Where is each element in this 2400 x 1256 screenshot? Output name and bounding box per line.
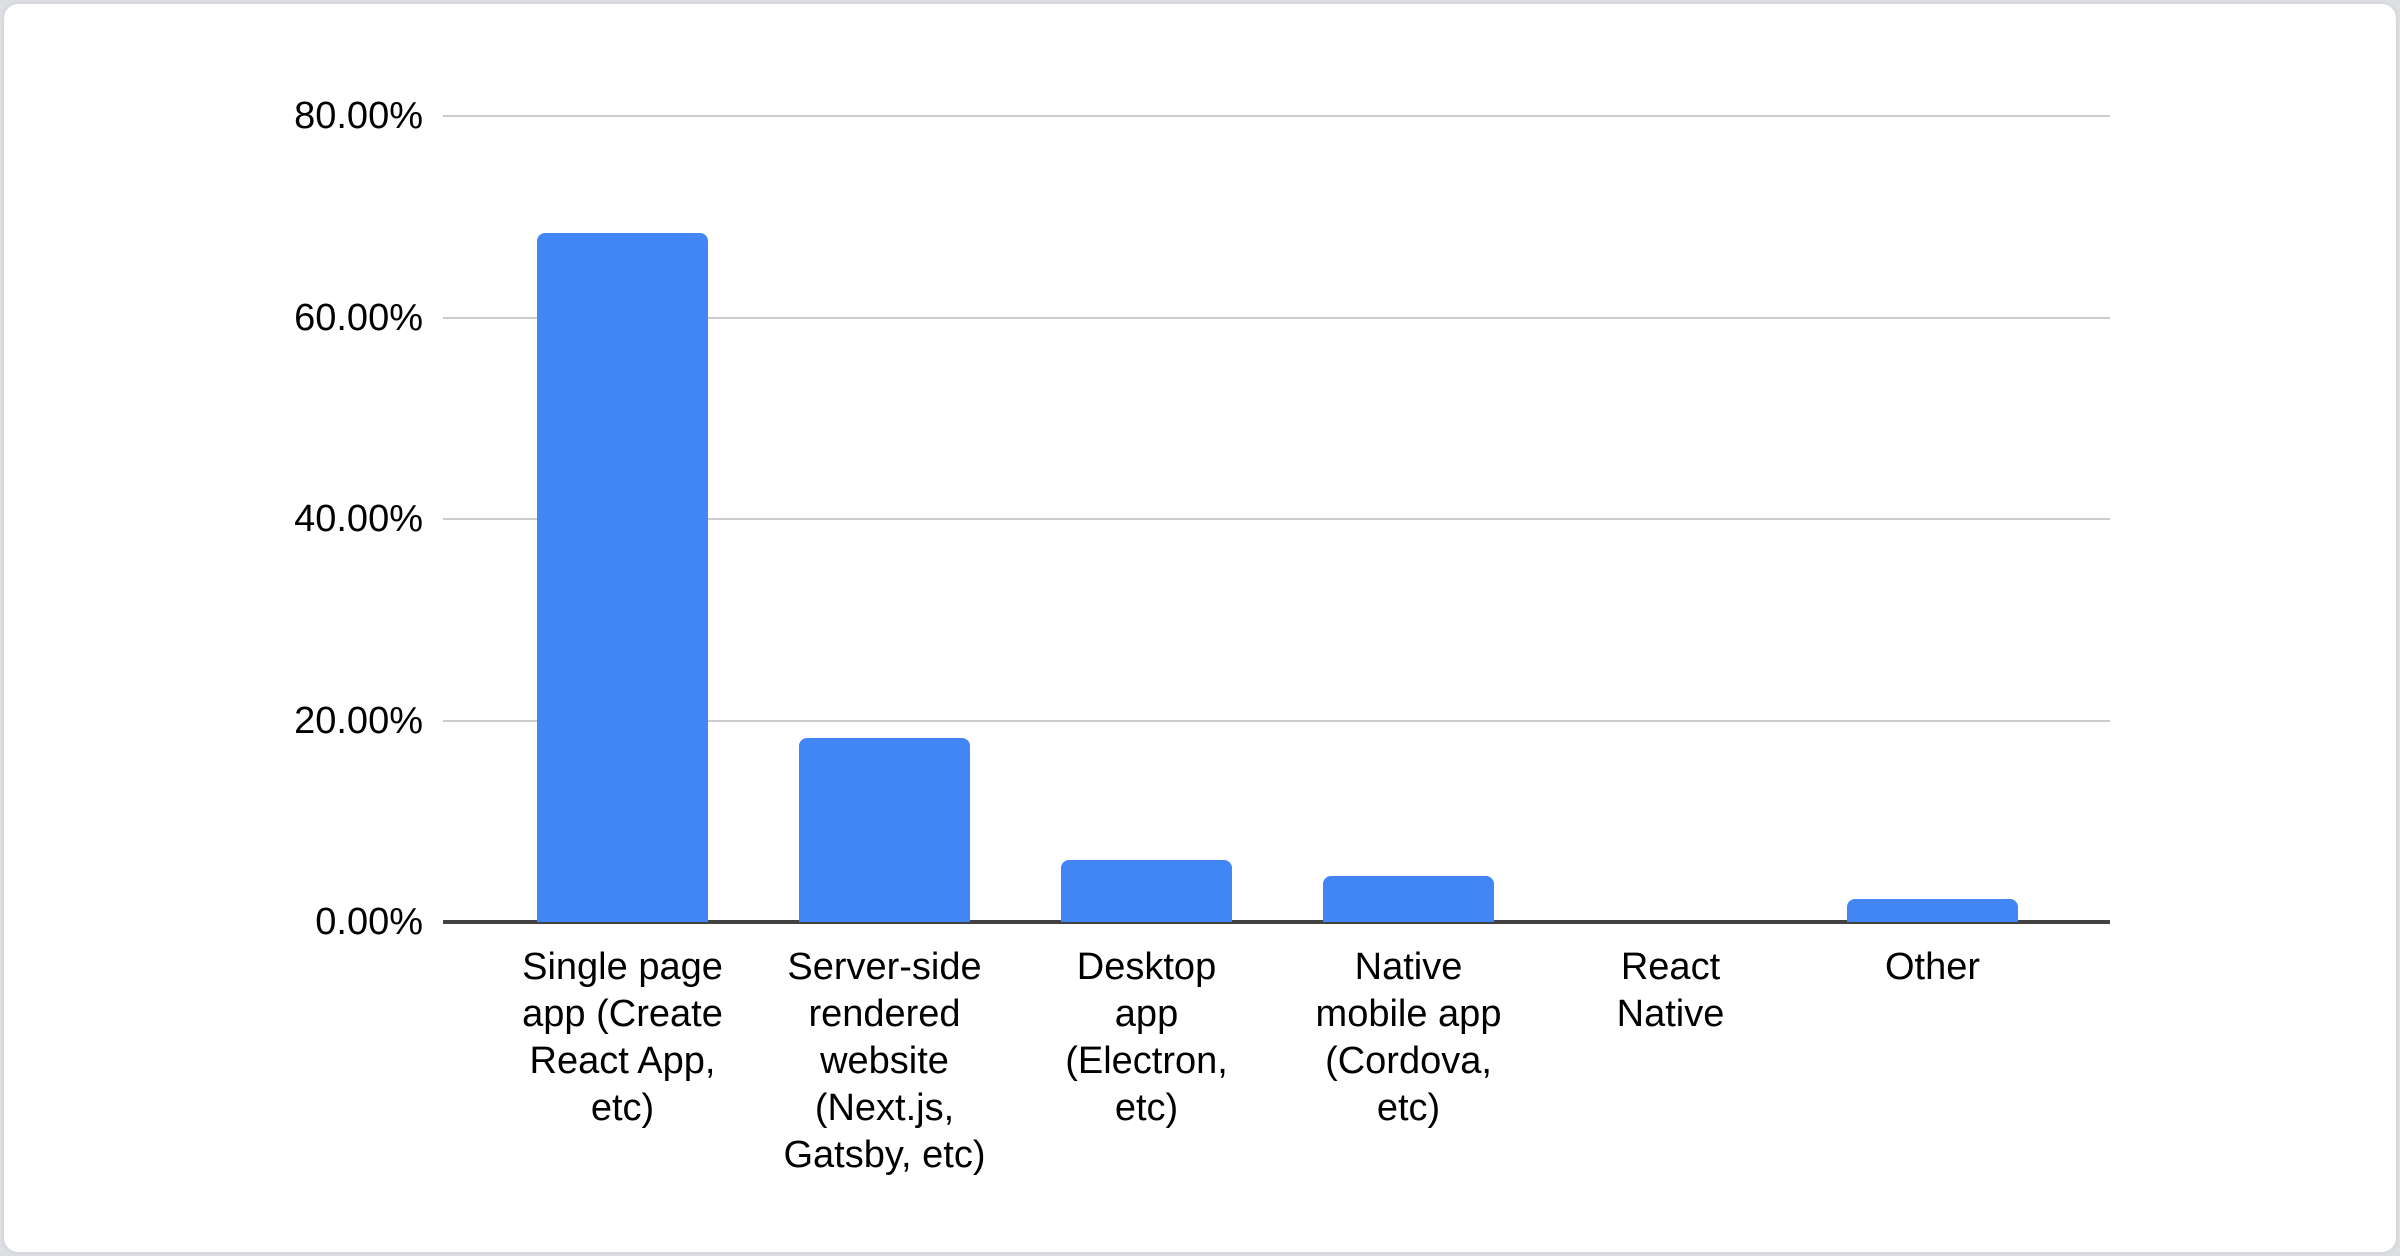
x-axis-category-label-line: (Next.js, <box>814 1087 955 1129</box>
x-axis-category-label-line: Server-side <box>787 946 982 988</box>
x-axis-category-label-line: Other <box>1884 946 1981 988</box>
gridline <box>443 115 2110 117</box>
y-axis-tick-label: 40.00% <box>294 498 423 540</box>
x-axis-category-label-line: etc) <box>1114 1087 1179 1129</box>
x-axis-category-label: Server-side rendered website (Next.js, Gatsb… <box>735 944 1035 1179</box>
x-axis-category-label: Native mobile app (Cordova, etc) <box>1259 944 1559 1132</box>
bar[interactable] <box>799 737 970 922</box>
bar[interactable] <box>1847 898 2018 922</box>
gridline <box>443 316 2110 319</box>
y-axis-tick-label: 80.00% <box>294 95 423 137</box>
bar[interactable] <box>1323 875 1494 922</box>
x-axis-line <box>443 920 2110 924</box>
x-axis-category-label-line: app (Create <box>522 993 723 1035</box>
x-axis-category-label-line: Native <box>1616 993 1725 1035</box>
x-axis-category-label-line: app <box>1114 993 1179 1035</box>
x-axis-category-label: Desktop app (Electron, etc) <box>997 944 1297 1132</box>
x-axis-category-label-line: rendered <box>808 993 961 1035</box>
x-axis-category-label: React Native <box>1521 944 1821 1038</box>
x-axis-category-label: Other <box>1783 944 2083 991</box>
x-axis-category-label-line: Single page <box>522 946 723 988</box>
y-axis-tick-label: 20.00% <box>294 699 423 742</box>
x-axis-category-label-line: (Cordova, <box>1325 1040 1492 1082</box>
x-axis-category-label-line: React App, <box>529 1040 716 1082</box>
bar[interactable] <box>1061 859 1232 922</box>
bar[interactable] <box>537 232 708 922</box>
x-axis-category-label-line: Desktop <box>1076 946 1217 988</box>
y-axis-tick-label: 0.00% <box>315 901 423 943</box>
x-axis-category-label-line: Gatsby, etc) <box>783 1134 986 1176</box>
x-axis-category-label-line: etc) <box>1376 1087 1441 1129</box>
x-axis-category-label-line: React <box>1620 946 1721 988</box>
x-axis-category-label-line: mobile app <box>1315 993 1502 1035</box>
gridline <box>443 719 2110 722</box>
x-axis-category-label: Single page app (Create React App, etc) <box>473 944 773 1132</box>
x-axis-category-label-line: Native <box>1354 946 1463 988</box>
x-axis-category-label-line: (Electron, <box>1065 1040 1228 1082</box>
y-axis-tick-label: 60.00% <box>294 296 423 339</box>
x-axis-category-label-line: website <box>820 1040 949 1082</box>
gridline <box>443 518 2110 520</box>
x-axis-category-label-line: etc) <box>590 1087 655 1129</box>
